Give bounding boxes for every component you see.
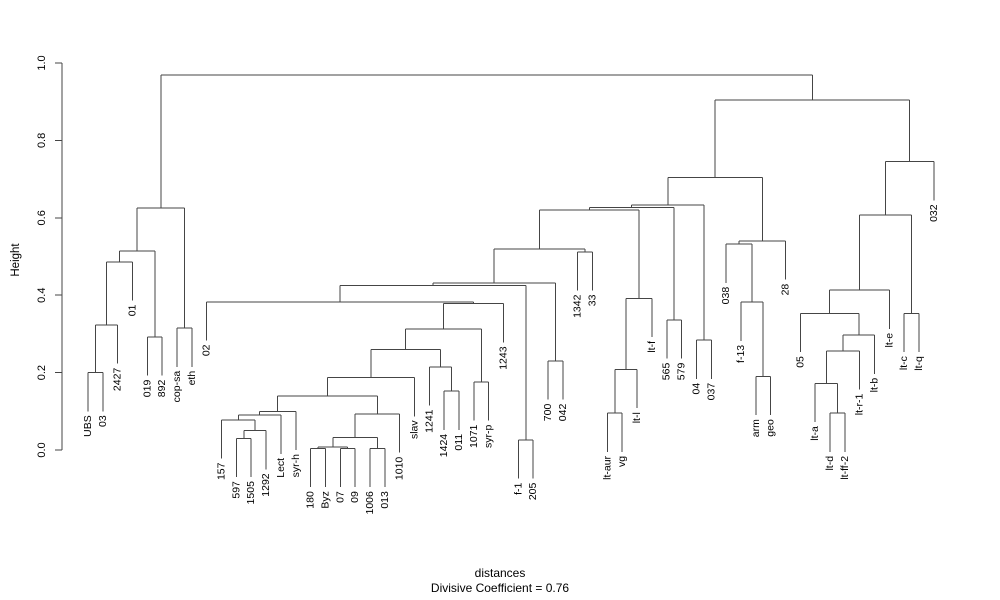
svg-text:0.6: 0.6 — [36, 210, 48, 225]
svg-text:205: 205 — [527, 482, 539, 500]
svg-text:180: 180 — [305, 491, 317, 509]
svg-text:03: 03 — [97, 415, 109, 427]
svg-text:lt-aur: lt-aur — [601, 455, 613, 479]
svg-text:597: 597 — [230, 481, 242, 499]
svg-text:019: 019 — [141, 380, 153, 398]
svg-text:lt-d: lt-d — [824, 456, 836, 471]
svg-text:037: 037 — [705, 383, 717, 401]
svg-text:1243: 1243 — [498, 346, 510, 370]
svg-text:syr-p: syr-p — [483, 424, 495, 447]
divisive-coefficient-caption: Divisive Coefficient = 0.76 — [430, 581, 570, 595]
svg-text:slav: slav — [408, 420, 420, 439]
svg-text:1.0: 1.0 — [36, 55, 48, 70]
svg-text:01: 01 — [127, 304, 139, 316]
svg-text:042: 042 — [557, 404, 569, 422]
svg-text:011: 011 — [453, 434, 465, 451]
svg-text:lt-b: lt-b — [869, 378, 881, 393]
svg-text:arm: arm — [750, 419, 762, 437]
svg-text:lt-l: lt-l — [631, 412, 643, 423]
svg-text:892: 892 — [156, 380, 168, 398]
svg-text:1292: 1292 — [260, 473, 272, 497]
svg-text:1424: 1424 — [438, 434, 450, 458]
svg-text:f-13: f-13 — [735, 345, 747, 363]
svg-text:04: 04 — [690, 383, 702, 395]
svg-text:cop-sa: cop-sa — [171, 371, 183, 403]
svg-text:Height: Height — [10, 243, 22, 277]
svg-text:1342: 1342 — [572, 294, 584, 318]
svg-text:lt-f: lt-f — [646, 341, 658, 353]
svg-text:09: 09 — [349, 491, 361, 503]
svg-text:1071: 1071 — [468, 424, 480, 448]
svg-text:0.0: 0.0 — [36, 442, 48, 457]
svg-text:lt-e: lt-e — [883, 333, 895, 348]
svg-text:0.4: 0.4 — [36, 288, 48, 303]
svg-text:013: 013 — [379, 491, 391, 509]
svg-text:157: 157 — [216, 462, 228, 480]
svg-text:579: 579 — [676, 363, 688, 381]
svg-text:07: 07 — [334, 491, 346, 503]
svg-text:032: 032 — [928, 204, 940, 222]
svg-text:05: 05 — [794, 356, 806, 368]
svg-text:565: 565 — [661, 363, 673, 381]
svg-text:f-1: f-1 — [512, 482, 524, 494]
svg-text:eth: eth — [186, 371, 198, 386]
svg-text:geo: geo — [765, 419, 777, 437]
svg-text:33: 33 — [587, 294, 599, 306]
svg-text:1006: 1006 — [364, 491, 376, 515]
svg-text:1505: 1505 — [245, 481, 257, 505]
svg-text:038: 038 — [720, 287, 732, 305]
svg-text:syr-h: syr-h — [290, 454, 302, 477]
svg-text:Byz: Byz — [319, 491, 331, 509]
svg-text:lt-c: lt-c — [898, 356, 910, 370]
svg-text:700: 700 — [542, 404, 554, 422]
svg-text:0.8: 0.8 — [36, 133, 48, 148]
svg-text:vg: vg — [616, 456, 628, 467]
svg-text:lt-q: lt-q — [913, 356, 925, 371]
svg-text:28: 28 — [779, 284, 791, 296]
svg-text:02: 02 — [201, 344, 213, 356]
svg-text:lt-ff-2: lt-ff-2 — [839, 456, 851, 480]
svg-text:0.2: 0.2 — [36, 365, 48, 380]
svg-text:1010: 1010 — [394, 457, 406, 481]
svg-text:lt-a: lt-a — [809, 426, 821, 441]
svg-text:1241: 1241 — [423, 409, 435, 433]
svg-text:2427: 2427 — [112, 368, 124, 392]
svg-text:lt-r-1: lt-r-1 — [854, 393, 866, 415]
svg-text:UBS: UBS — [82, 415, 94, 437]
x-axis-caption: distances — [474, 566, 526, 580]
svg-text:Lect: Lect — [275, 458, 287, 478]
